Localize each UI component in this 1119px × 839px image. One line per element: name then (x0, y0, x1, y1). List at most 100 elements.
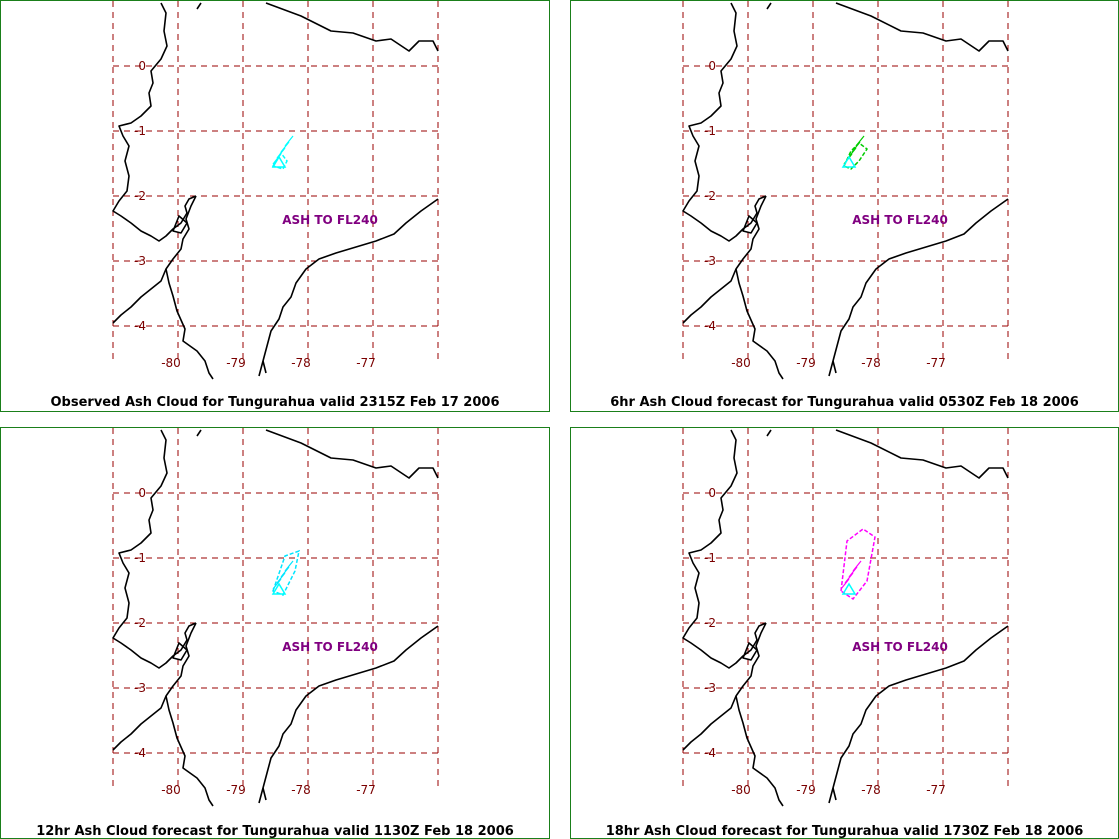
coastline-path (682, 195, 767, 324)
ash-cloud-polygon (840, 528, 876, 601)
lat-lon-grid (112, 1, 439, 361)
ash-hatch (284, 135, 294, 147)
ash-map: 0 -1 -2 -3 -4 -80 -79 -78 -77 ASH TO FL240 (682, 428, 1009, 807)
volcano-marker-icon (271, 155, 287, 168)
lat-label: -4 (704, 746, 716, 760)
coastline-path (112, 2, 197, 242)
coastline-path (735, 695, 784, 807)
map-panel-observed: 0 -1 -2 -3 -4 -80 -79 -78 -77 ASH TO FL240 Observ… (0, 0, 550, 412)
ash-hatch (852, 560, 862, 572)
ash-cloud-polygon (272, 549, 300, 596)
map-panel-6hr: 0 -1 -2 -3 -4 -80 -79 -78 -77 ASH TO FL240 6hr As… (570, 0, 1119, 412)
ash-hatch (851, 141, 861, 153)
ash-hatch (855, 135, 865, 147)
lat-label: -2 (134, 189, 146, 203)
coastline-path (682, 2, 767, 242)
coastline-border (682, 2, 1009, 380)
coastline-path (742, 215, 758, 234)
lat-label: -1 (704, 124, 716, 138)
panel-caption: 12hr Ash Cloud forecast for Tungurahua v… (36, 824, 514, 839)
lon-label: -79 (796, 356, 816, 370)
lat-lon-grid (112, 428, 439, 788)
coastline-path (766, 429, 1009, 479)
lat-label: 0 (708, 59, 716, 73)
lon-label: -80 (731, 356, 751, 370)
lon-label: -78 (291, 356, 311, 370)
ash-hatch (840, 578, 850, 590)
lat-label: -1 (134, 124, 146, 138)
ash-hatch (276, 147, 286, 159)
lat-label: -2 (704, 616, 716, 630)
lat-label: -3 (704, 681, 716, 695)
ash-hatch (280, 141, 290, 153)
coastline-path (828, 625, 1009, 804)
lon-label: -80 (161, 356, 181, 370)
lat-label: -4 (134, 746, 146, 760)
panel-caption: 6hr Ash Cloud forecast for Tungurahua va… (610, 395, 1079, 410)
coastline-path (832, 787, 837, 801)
coastline-path (112, 622, 197, 751)
lat-label: -4 (134, 319, 146, 333)
ash-cloud (842, 135, 869, 170)
lat-lon-grid (682, 1, 1009, 361)
coastline-path (262, 787, 267, 801)
lon-label: -79 (226, 783, 246, 797)
lat-label: -3 (134, 254, 146, 268)
lon-label: -78 (861, 783, 881, 797)
ash-hatch (284, 560, 294, 572)
coastline-path (832, 360, 837, 374)
ash-hatch (280, 566, 290, 578)
lon-label: -80 (731, 783, 751, 797)
ash-map: 0 -1 -2 -3 -4 -80 -79 -78 -77 ASH TO FL240 (112, 1, 439, 380)
coastline-path (682, 429, 767, 669)
map-panel-12hr: 0 -1 -2 -3 -4 -80 -79 -78 -77 ASH TO FL240 12hr A… (0, 427, 550, 839)
ash-cloud-polygon (842, 142, 869, 170)
lon-label: -79 (226, 356, 246, 370)
ash-map: 0 -1 -2 -3 -4 -80 -79 -78 -77 ASH TO FL240 (682, 1, 1009, 380)
ash-hatch (844, 572, 854, 584)
lat-label: -2 (704, 189, 716, 203)
ash-cloud (272, 549, 300, 596)
lon-label: -80 (161, 783, 181, 797)
lon-label: -77 (926, 356, 946, 370)
coastline-border (682, 429, 1009, 807)
coastline-path (112, 429, 197, 669)
coastline-path (172, 642, 188, 661)
coastline-path (828, 198, 1009, 377)
ash-height-label: ASH TO FL240 (852, 640, 948, 654)
coastline-path (196, 429, 439, 479)
lat-label: -2 (134, 616, 146, 630)
coastline-path (112, 195, 197, 324)
lat-lon-grid (682, 428, 1009, 788)
ash-height-label: ASH TO FL240 (282, 213, 378, 227)
ash-hatch (272, 578, 282, 590)
coastline-path (172, 215, 188, 234)
lon-label: -77 (356, 356, 376, 370)
coastline-path (165, 695, 214, 807)
lat-label: 0 (138, 486, 146, 500)
lon-label: -78 (861, 356, 881, 370)
lat-label: -1 (704, 551, 716, 565)
map-panel-18hr: 0 -1 -2 -3 -4 -80 -79 -78 -77 ASH TO FL240 18hr A… (570, 427, 1119, 839)
coastline-path (262, 360, 267, 374)
lon-label: -79 (796, 783, 816, 797)
lat-label: -1 (134, 551, 146, 565)
lat-label: -4 (704, 319, 716, 333)
panel-caption: 18hr Ash Cloud forecast for Tungurahua v… (605, 824, 1084, 839)
coastline-path (742, 642, 758, 661)
coastline-path (735, 268, 784, 380)
coastline-path (258, 198, 439, 377)
lat-label: -3 (704, 254, 716, 268)
lat-label: 0 (708, 486, 716, 500)
ash-cloud (840, 528, 876, 601)
volcano-marker-icon (841, 582, 857, 595)
ash-hatch (848, 566, 858, 578)
coastline-path (165, 268, 214, 380)
lat-label: 0 (138, 59, 146, 73)
lon-label: -77 (356, 783, 376, 797)
coastline-path (196, 2, 439, 52)
coastline-border (112, 2, 439, 380)
coastline-path (682, 622, 767, 751)
coastline-path (258, 625, 439, 804)
panel-caption: Observed Ash Cloud for Tungurahua valid … (50, 395, 500, 410)
